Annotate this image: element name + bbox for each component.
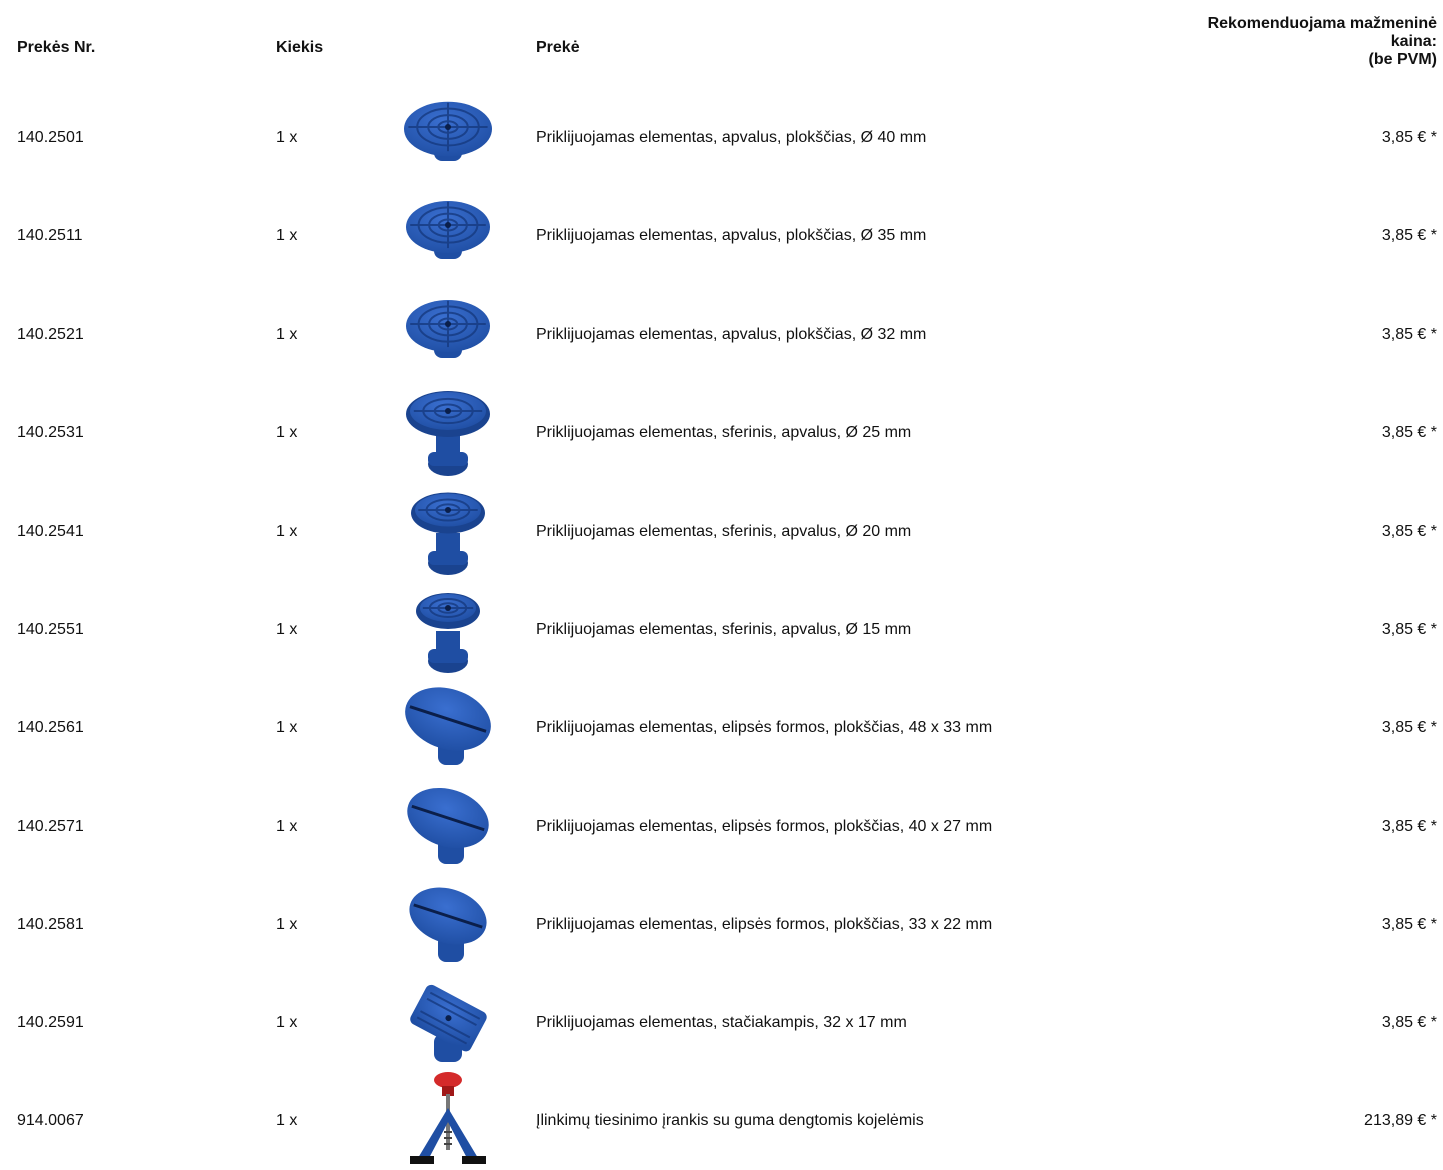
item-number: 914.0067 bbox=[17, 1112, 84, 1129]
item-quantity: 1 x bbox=[276, 916, 298, 933]
item-number: 140.2531 bbox=[17, 424, 84, 441]
header-item-number: Prekės Nr. bbox=[17, 39, 96, 56]
oval-glue-tab-icon bbox=[398, 876, 498, 974]
header-price-line3: (be PVM) bbox=[1368, 51, 1437, 68]
table-row: 140.2531 1 x Priklijuojamas elementas, s… bbox=[0, 384, 1443, 482]
table-row: 914.0067 1 x Įlinkimų tiesinimo įrankis … bbox=[0, 1072, 1443, 1170]
item-number: 140.2511 bbox=[17, 227, 83, 244]
item-price: 3,85 € * bbox=[1381, 227, 1437, 244]
item-price: 3,85 € * bbox=[1381, 621, 1437, 638]
item-number: 140.2561 bbox=[17, 719, 84, 736]
item-number: 140.2571 bbox=[17, 818, 84, 835]
item-number: 140.2581 bbox=[17, 916, 84, 933]
table-row: 140.2541 1 x Priklijuojamas elementas, s… bbox=[0, 483, 1443, 581]
item-description: Priklijuojamas elementas, apvalus, plokš… bbox=[536, 129, 927, 146]
item-price: 3,85 € * bbox=[1381, 1014, 1437, 1031]
item-description: Priklijuojamas elementas, elipsės formos… bbox=[536, 818, 993, 835]
item-number: 140.2521 bbox=[17, 326, 84, 343]
header-quantity: Kiekis bbox=[276, 39, 324, 56]
item-quantity: 1 x bbox=[276, 818, 298, 835]
item-description: Priklijuojamas elementas, sferinis, apva… bbox=[536, 424, 912, 441]
item-price: 3,85 € * bbox=[1381, 326, 1437, 343]
header-item: Prekė bbox=[536, 39, 580, 56]
item-quantity: 1 x bbox=[276, 719, 298, 736]
item-description: Priklijuojamas elementas, elipsės formos… bbox=[536, 916, 993, 933]
table-row: 140.2501 1 x Priklijuojamas elementas, a… bbox=[0, 89, 1443, 187]
item-quantity: 1 x bbox=[276, 621, 298, 638]
item-description: Priklijuojamas elementas, sferinis, apva… bbox=[536, 523, 912, 540]
oval-glue-tab-icon bbox=[398, 778, 498, 876]
item-price: 3,85 € * bbox=[1381, 129, 1437, 146]
item-number: 140.2541 bbox=[17, 523, 84, 540]
item-price: 3,85 € * bbox=[1381, 916, 1437, 933]
dent-lifter-tool-icon bbox=[398, 1072, 498, 1170]
round-spherical-glue-tab-icon bbox=[398, 483, 498, 581]
item-quantity: 1 x bbox=[276, 129, 298, 146]
table-row: 140.2511 1 x Priklijuojamas elementas, a… bbox=[0, 187, 1443, 285]
header-price-line2: kaina: bbox=[1390, 33, 1437, 50]
header-price-line1: Rekomenduojama mažmeninė bbox=[1207, 15, 1437, 32]
item-quantity: 1 x bbox=[276, 424, 298, 441]
round-spherical-glue-tab-icon bbox=[398, 384, 498, 482]
item-number: 140.2591 bbox=[17, 1014, 84, 1031]
round-flat-glue-tab-icon bbox=[398, 89, 498, 187]
item-description: Priklijuojamas elementas, sferinis, apva… bbox=[536, 621, 912, 638]
item-number: 140.2551 bbox=[17, 621, 84, 638]
rectangular-glue-tab-icon bbox=[398, 974, 498, 1072]
item-quantity: 1 x bbox=[276, 1112, 298, 1129]
table-row: 140.2571 1 x Priklijuojamas elementas, e… bbox=[0, 778, 1443, 876]
item-price: 3,85 € * bbox=[1381, 523, 1437, 540]
table-row: 140.2581 1 x Priklijuojamas elementas, e… bbox=[0, 876, 1443, 974]
item-description: Įlinkimų tiesinimo įrankis su guma dengt… bbox=[536, 1112, 924, 1129]
table-row: 140.2561 1 x Priklijuojamas elementas, e… bbox=[0, 679, 1443, 777]
header-price: Rekomenduojama mažmeninė kaina: (be PVM) bbox=[1117, 15, 1437, 69]
item-quantity: 1 x bbox=[276, 227, 298, 244]
item-number: 140.2501 bbox=[17, 129, 84, 146]
table-row: 140.2591 1 x Priklijuojamas elementas, s… bbox=[0, 974, 1443, 1072]
table-row: 140.2551 1 x Priklijuojamas elementas, s… bbox=[0, 581, 1443, 679]
item-quantity: 1 x bbox=[276, 326, 298, 343]
round-flat-glue-tab-icon bbox=[398, 286, 498, 384]
table-row: 140.2521 1 x Priklijuojamas elementas, a… bbox=[0, 286, 1443, 384]
round-spherical-glue-tab-icon bbox=[398, 581, 498, 679]
item-description: Priklijuojamas elementas, elipsės formos… bbox=[536, 719, 993, 736]
item-price: 3,85 € * bbox=[1381, 424, 1437, 441]
item-price: 3,85 € * bbox=[1381, 818, 1437, 835]
item-price: 3,85 € * bbox=[1381, 719, 1437, 736]
item-description: Priklijuojamas elementas, stačiakampis, … bbox=[536, 1014, 907, 1031]
item-description: Priklijuojamas elementas, apvalus, plokš… bbox=[536, 227, 927, 244]
item-price: 213,89 € * bbox=[1364, 1112, 1437, 1129]
oval-glue-tab-icon bbox=[398, 679, 498, 777]
item-description: Priklijuojamas elementas, apvalus, plokš… bbox=[536, 326, 927, 343]
round-flat-glue-tab-icon bbox=[398, 187, 498, 285]
item-quantity: 1 x bbox=[276, 523, 298, 540]
item-quantity: 1 x bbox=[276, 1014, 298, 1031]
